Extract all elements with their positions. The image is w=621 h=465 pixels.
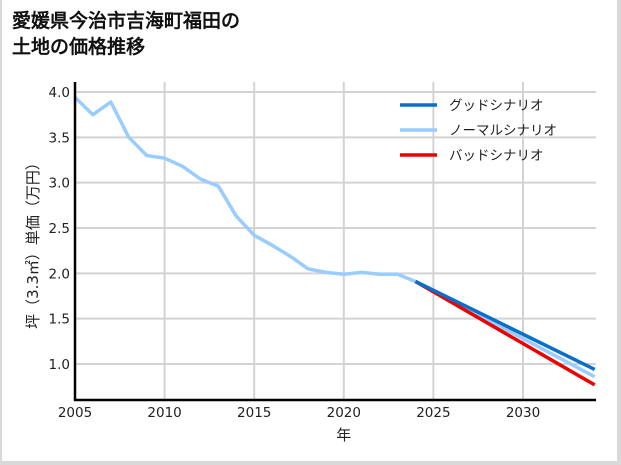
x-tick-label: 2020: [327, 405, 361, 421]
y-tick-label: 2.0: [49, 266, 70, 282]
y-tick-label: 3.0: [49, 176, 70, 192]
tick-labels: 2005 2010 2015 2020 2025 2030 1.0 1.5 2.0 2.5 3.0 3…: [49, 85, 541, 421]
chart-title: 愛媛県今治市吉海町福田の 土地の価格推移: [12, 8, 240, 60]
series-line: [73, 96, 596, 379]
x-tick-label: 2025: [416, 405, 450, 421]
axes: [73, 82, 596, 402]
y-axis-label: 坪（3.3㎡）単価（万円）: [24, 155, 42, 329]
chart-title-line-1: 愛媛県今治市吉海町福田の: [12, 10, 241, 32]
x-tick-label: 2015: [237, 405, 271, 421]
y-tick-label: 2.5: [49, 221, 70, 237]
y-tick-label: 1.0: [49, 357, 70, 373]
series-line: [414, 279, 596, 371]
legend-label: ノーマルシナリオ: [449, 123, 557, 139]
data-lines: [73, 96, 596, 387]
series-line: [414, 279, 596, 387]
y-tick-label: 4.0: [49, 85, 70, 101]
x-tick-label: 2010: [147, 405, 181, 421]
legend-label: グッドシナリオ: [449, 98, 544, 114]
y-tick-label: 3.5: [49, 130, 70, 146]
y-tick-label: 1.5: [49, 312, 70, 328]
x-tick-label: 2030: [506, 405, 540, 421]
legend-label: バッドシナリオ: [449, 148, 544, 164]
x-axis-label: 年: [336, 426, 351, 444]
x-tick-label: 2005: [58, 405, 92, 421]
chart-title-line-2: 土地の価格推移: [12, 36, 146, 58]
